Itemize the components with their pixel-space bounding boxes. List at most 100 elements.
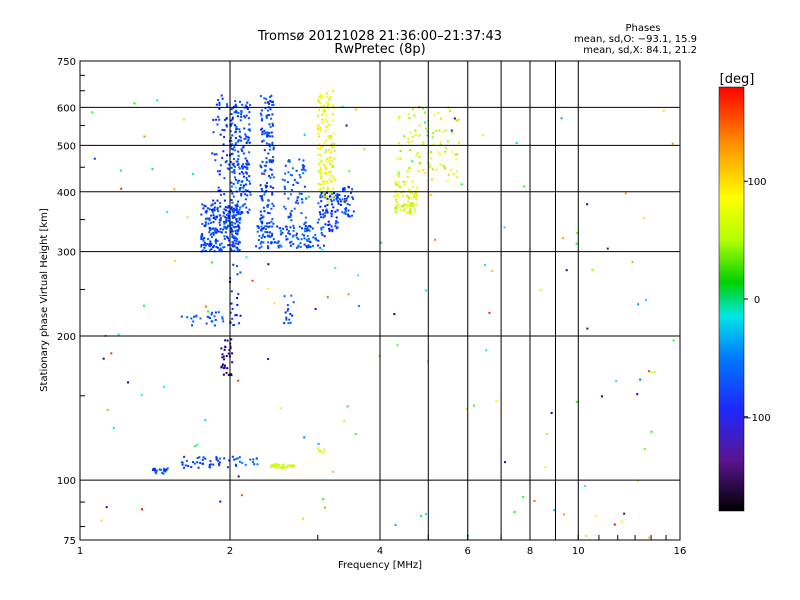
echo-point [414, 193, 417, 196]
echo-point [292, 229, 295, 232]
echo-point [231, 192, 234, 195]
echo-point [324, 168, 327, 171]
echo-point [251, 279, 254, 282]
echo-point [239, 136, 242, 139]
echo-point [268, 212, 271, 215]
echo-point [424, 121, 427, 124]
echo-point [237, 379, 240, 382]
echo-point [319, 188, 322, 191]
echo-point [270, 131, 273, 134]
echo-point [213, 216, 216, 219]
echo-point [237, 150, 240, 153]
echo-point [240, 211, 243, 214]
echo-point [407, 113, 410, 116]
echo-point [326, 105, 329, 108]
echo-point [231, 209, 234, 212]
echo-point [308, 229, 311, 232]
echo-point [238, 217, 241, 220]
echo-point [575, 400, 578, 403]
echo-point [266, 241, 269, 244]
echo-point [343, 194, 346, 197]
echo-point [339, 200, 342, 203]
echo-point [245, 183, 248, 186]
echo-point [218, 457, 221, 460]
echo-point [302, 159, 305, 162]
echo-point [301, 517, 304, 520]
echo-point [396, 193, 399, 196]
echo-point [236, 205, 239, 208]
echo-point [235, 214, 238, 217]
echo-point [513, 511, 516, 514]
echo-point [303, 133, 306, 136]
echo-point [281, 464, 284, 467]
echo-point [249, 104, 252, 107]
echo-point [236, 229, 239, 232]
echo-point [110, 352, 113, 355]
echo-point [219, 193, 222, 196]
x-tick-label: 1 [77, 546, 83, 557]
echo-point [246, 101, 249, 104]
echo-point [266, 234, 269, 237]
echo-point [231, 215, 234, 218]
echo-point [261, 172, 264, 175]
echo-point [245, 142, 248, 145]
echo-point [335, 220, 338, 223]
echo-point [447, 173, 450, 176]
echo-point [445, 146, 448, 149]
echo-point [284, 164, 287, 167]
echo-point [267, 152, 270, 155]
echo-point [196, 457, 199, 460]
echo-point [265, 157, 268, 160]
echo-point [247, 211, 250, 214]
echo-point [325, 173, 328, 176]
echo-point [331, 146, 334, 149]
echo-point [232, 242, 235, 245]
echo-point [409, 203, 412, 206]
echo-point [402, 180, 405, 183]
echo-point [504, 461, 507, 464]
echo-point [234, 242, 237, 245]
echo-point [327, 187, 330, 190]
echo-point [290, 294, 293, 297]
echo-point [426, 130, 429, 133]
echo-point [151, 469, 154, 472]
echo-point [304, 221, 307, 224]
echo-point [408, 117, 411, 120]
echo-point [238, 322, 241, 325]
echo-point [226, 367, 229, 370]
echo-point [231, 234, 234, 237]
echo-point [204, 249, 207, 252]
echo-point [271, 103, 274, 106]
echo-point [395, 183, 398, 186]
echo-point [643, 447, 646, 450]
echo-point [286, 228, 289, 231]
echo-point [300, 238, 303, 241]
echo-point [290, 219, 293, 222]
echo-point [269, 465, 272, 468]
echo-point [240, 193, 243, 196]
echo-point [166, 467, 169, 470]
echo-point [235, 314, 238, 317]
echo-point [268, 160, 271, 163]
echo-point [465, 407, 468, 410]
echo-point [210, 214, 213, 217]
echo-point [324, 118, 327, 121]
echo-point [416, 152, 419, 155]
echo-point [415, 202, 418, 205]
echo-point [299, 242, 302, 245]
echo-point [230, 153, 233, 156]
echo-point [236, 246, 239, 249]
echo-point [224, 161, 227, 164]
echo-point [226, 466, 229, 469]
echo-point [308, 227, 311, 230]
echo-point [237, 475, 240, 478]
echo-point [230, 373, 233, 376]
echo-point [270, 94, 273, 97]
echo-point [289, 312, 292, 315]
echo-point [343, 419, 346, 422]
echo-point [240, 111, 243, 114]
echo-point [352, 197, 355, 200]
echo-point [225, 117, 228, 120]
echo-point [215, 215, 218, 218]
echo-point [164, 470, 167, 473]
